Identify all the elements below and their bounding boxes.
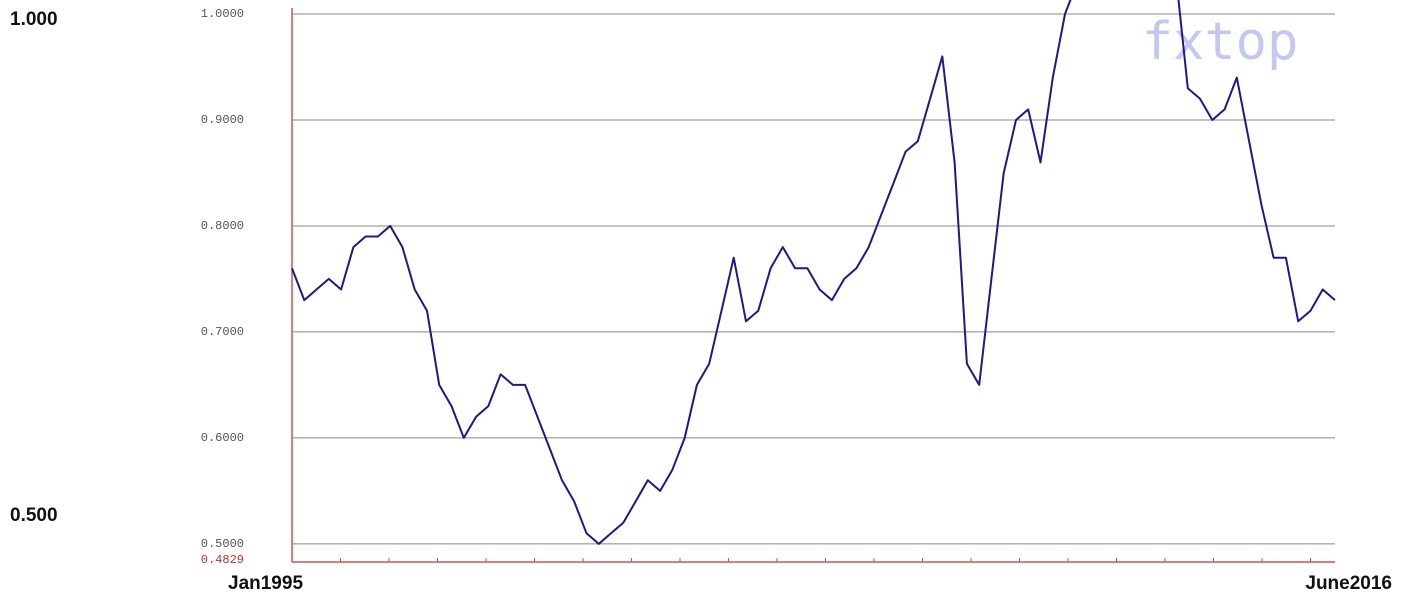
y-tick-label: 0.8000 [201, 219, 244, 233]
line-series [291, 0, 1336, 545]
outer-label: 0.500 [10, 505, 58, 526]
y-tick-label: 0.5000 [201, 537, 244, 551]
x-tick-label: June2016 [1305, 573, 1392, 594]
x-tick-label: Jan1995 [228, 573, 303, 594]
y-tick-label: 0.6000 [201, 431, 244, 445]
y-tick-label: 0.7000 [201, 325, 244, 339]
y-tick-label: 0.4829 [201, 553, 244, 567]
x-ticks [291, 558, 1311, 562]
y-tick-label: 0.9000 [201, 113, 244, 127]
y-tick-label: 1.0000 [201, 7, 244, 21]
outer-label: 1.000 [10, 9, 58, 30]
watermark: fxtop [1142, 12, 1299, 72]
